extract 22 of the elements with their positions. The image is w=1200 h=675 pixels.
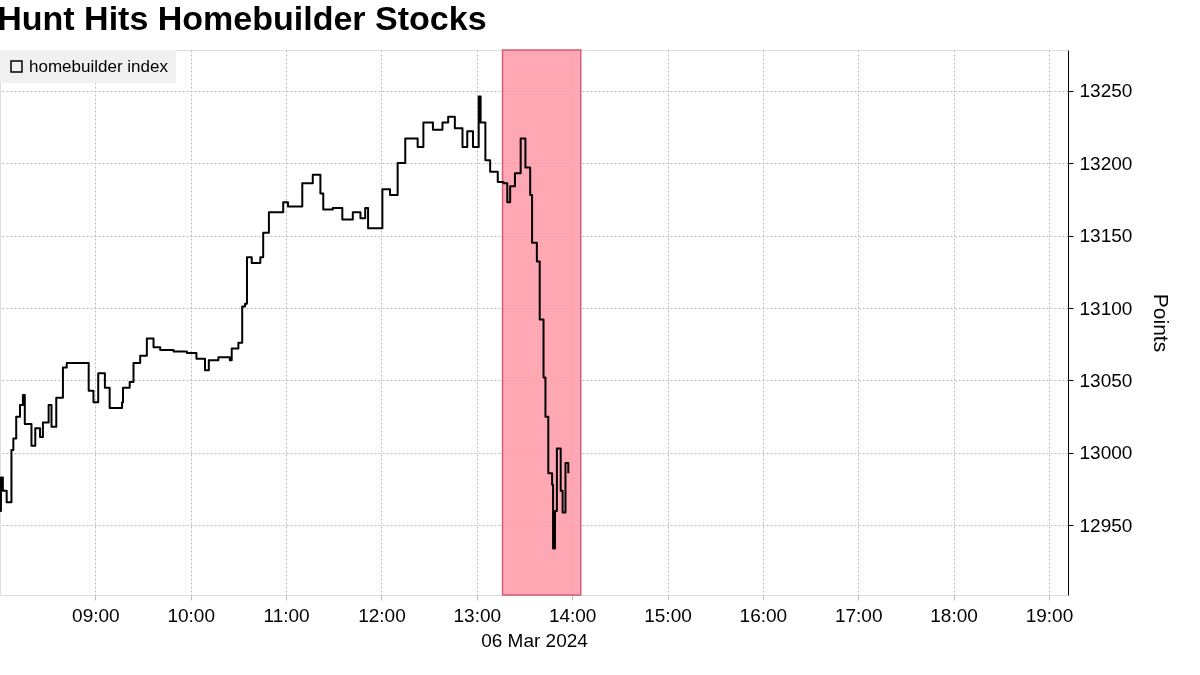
x-tick-label: 09:00 <box>72 604 120 626</box>
y-tick-label: 13150 <box>1079 225 1133 247</box>
y-tick-label: 13200 <box>1079 152 1133 174</box>
x-tick-label: 12:00 <box>358 604 406 626</box>
legend-label: homebuilder index <box>29 56 169 76</box>
x-tick-label: 13:00 <box>453 604 502 626</box>
x-tick-label: 18:00 <box>930 604 978 626</box>
y-tick-label: 13050 <box>1079 369 1133 391</box>
y-tick-label: 13100 <box>1079 297 1133 319</box>
y-axis-title: Points <box>1150 293 1174 353</box>
x-tick-label: 15:00 <box>644 604 692 626</box>
x-tick-label: 14:00 <box>548 604 597 626</box>
x-tick-label: 11:00 <box>263 604 310 626</box>
y-tick-label: 13250 <box>1079 80 1133 102</box>
x-tick-label: 17:00 <box>834 604 883 626</box>
y-tick-label: 13000 <box>1079 442 1133 464</box>
x-tick-label: 19:00 <box>1025 604 1074 626</box>
x-tick-label: 10:00 <box>167 604 215 626</box>
y-tick-label: 12950 <box>1079 514 1133 536</box>
x-axis-title: 06 Mar 2024 <box>481 629 589 651</box>
x-tick-label: 16:00 <box>739 604 788 626</box>
chart-title: Hunt Hits Homebuilder Stocks <box>0 0 487 38</box>
